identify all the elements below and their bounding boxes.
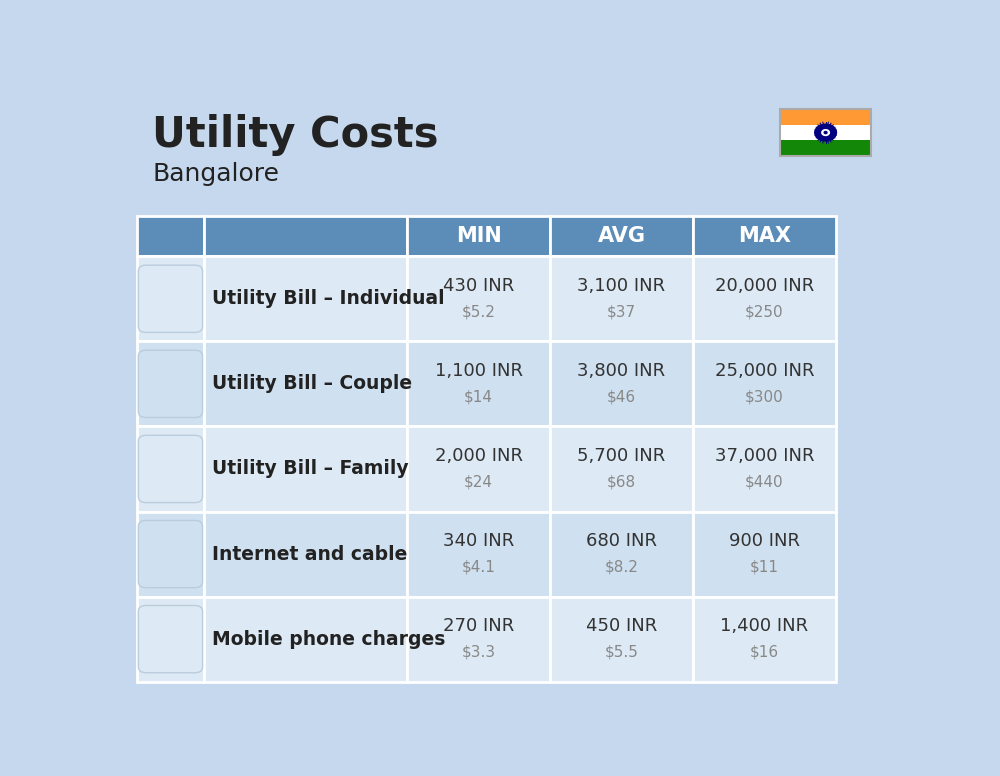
Text: AVG: AVG bbox=[598, 226, 646, 246]
Text: 680 INR: 680 INR bbox=[586, 532, 657, 550]
Text: 2,000 INR: 2,000 INR bbox=[435, 447, 523, 465]
Text: 5,700 INR: 5,700 INR bbox=[577, 447, 666, 465]
FancyBboxPatch shape bbox=[407, 256, 550, 341]
Text: $11: $11 bbox=[750, 559, 779, 575]
Text: $3.3: $3.3 bbox=[462, 645, 496, 660]
Circle shape bbox=[815, 124, 836, 141]
FancyBboxPatch shape bbox=[407, 341, 550, 427]
Text: 450 INR: 450 INR bbox=[586, 617, 657, 635]
FancyBboxPatch shape bbox=[204, 511, 407, 597]
Text: $24: $24 bbox=[464, 475, 493, 490]
FancyBboxPatch shape bbox=[550, 511, 693, 597]
Text: MIN: MIN bbox=[456, 226, 502, 246]
Text: 430 INR: 430 INR bbox=[443, 276, 514, 295]
FancyBboxPatch shape bbox=[204, 216, 407, 256]
FancyBboxPatch shape bbox=[780, 125, 871, 140]
FancyBboxPatch shape bbox=[407, 597, 550, 681]
FancyBboxPatch shape bbox=[137, 341, 204, 427]
FancyBboxPatch shape bbox=[780, 109, 871, 125]
Text: 20,000 INR: 20,000 INR bbox=[715, 276, 814, 295]
Text: 3,800 INR: 3,800 INR bbox=[577, 362, 666, 379]
FancyBboxPatch shape bbox=[550, 216, 693, 256]
Text: $250: $250 bbox=[745, 304, 784, 320]
FancyBboxPatch shape bbox=[407, 216, 550, 256]
FancyBboxPatch shape bbox=[407, 511, 550, 597]
Circle shape bbox=[822, 130, 829, 136]
Text: Utility Bill – Individual: Utility Bill – Individual bbox=[212, 289, 444, 308]
Text: Bangalore: Bangalore bbox=[152, 162, 279, 185]
Text: $440: $440 bbox=[745, 475, 784, 490]
Circle shape bbox=[824, 131, 827, 133]
FancyBboxPatch shape bbox=[137, 511, 204, 597]
FancyBboxPatch shape bbox=[138, 521, 203, 587]
Text: $300: $300 bbox=[745, 390, 784, 404]
FancyBboxPatch shape bbox=[138, 350, 203, 417]
Text: 270 INR: 270 INR bbox=[443, 617, 514, 635]
FancyBboxPatch shape bbox=[138, 605, 203, 673]
FancyBboxPatch shape bbox=[693, 256, 836, 341]
Text: 1,100 INR: 1,100 INR bbox=[435, 362, 523, 379]
FancyBboxPatch shape bbox=[138, 265, 203, 332]
FancyBboxPatch shape bbox=[550, 597, 693, 681]
FancyBboxPatch shape bbox=[137, 216, 204, 256]
FancyBboxPatch shape bbox=[550, 341, 693, 427]
Text: $8.2: $8.2 bbox=[605, 559, 638, 575]
Text: Utility Bill – Couple: Utility Bill – Couple bbox=[212, 374, 412, 393]
Text: 37,000 INR: 37,000 INR bbox=[715, 447, 814, 465]
FancyBboxPatch shape bbox=[407, 427, 550, 511]
Text: 25,000 INR: 25,000 INR bbox=[715, 362, 814, 379]
Text: 3,100 INR: 3,100 INR bbox=[577, 276, 666, 295]
FancyBboxPatch shape bbox=[550, 427, 693, 511]
FancyBboxPatch shape bbox=[693, 511, 836, 597]
Text: $4.1: $4.1 bbox=[462, 559, 496, 575]
Text: $46: $46 bbox=[607, 390, 636, 404]
FancyBboxPatch shape bbox=[550, 256, 693, 341]
Text: $37: $37 bbox=[607, 304, 636, 320]
FancyBboxPatch shape bbox=[137, 427, 204, 511]
Text: 900 INR: 900 INR bbox=[729, 532, 800, 550]
FancyBboxPatch shape bbox=[204, 427, 407, 511]
Text: Utility Costs: Utility Costs bbox=[152, 114, 439, 156]
Text: $5.2: $5.2 bbox=[462, 304, 496, 320]
Text: $5.5: $5.5 bbox=[605, 645, 638, 660]
FancyBboxPatch shape bbox=[137, 256, 204, 341]
Text: 340 INR: 340 INR bbox=[443, 532, 514, 550]
FancyBboxPatch shape bbox=[693, 216, 836, 256]
FancyBboxPatch shape bbox=[693, 427, 836, 511]
Text: MAX: MAX bbox=[738, 226, 791, 246]
Text: $14: $14 bbox=[464, 390, 493, 404]
Text: 1,400 INR: 1,400 INR bbox=[720, 617, 808, 635]
FancyBboxPatch shape bbox=[693, 341, 836, 427]
Text: $16: $16 bbox=[750, 645, 779, 660]
FancyBboxPatch shape bbox=[137, 597, 204, 681]
Text: Internet and cable: Internet and cable bbox=[212, 545, 407, 563]
Text: Utility Bill – Family: Utility Bill – Family bbox=[212, 459, 408, 479]
FancyBboxPatch shape bbox=[204, 597, 407, 681]
FancyBboxPatch shape bbox=[204, 341, 407, 427]
FancyBboxPatch shape bbox=[138, 435, 203, 503]
FancyBboxPatch shape bbox=[780, 140, 871, 156]
FancyBboxPatch shape bbox=[693, 597, 836, 681]
Text: Mobile phone charges: Mobile phone charges bbox=[212, 629, 445, 649]
FancyBboxPatch shape bbox=[204, 256, 407, 341]
Text: $68: $68 bbox=[607, 475, 636, 490]
